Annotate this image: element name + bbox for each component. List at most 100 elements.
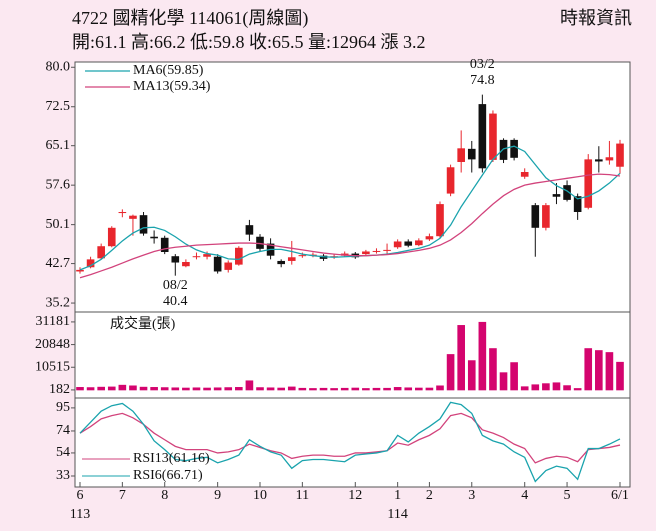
candle-body	[118, 212, 127, 214]
volume-bar	[118, 384, 127, 391]
y-tick-label: 31181	[36, 314, 70, 329]
volume-bar	[616, 361, 624, 391]
volume-bar	[436, 385, 444, 391]
candle-body	[150, 236, 158, 239]
candle-body	[298, 255, 307, 257]
y-tick-label: 42.7	[46, 256, 71, 271]
volume-bar	[287, 386, 296, 391]
y-tick-label: 74	[56, 423, 70, 438]
annotation: 40.4	[163, 294, 188, 309]
candle-body	[573, 196, 582, 212]
volume-bar	[76, 387, 84, 391]
volume-bar	[595, 350, 603, 391]
volume-bar	[182, 387, 190, 391]
candle-body	[160, 237, 169, 252]
title: 4722 國精化學 114061(周線圖)	[72, 8, 308, 29]
candle-body	[235, 247, 243, 265]
legend-label: MA13(59.34)	[133, 79, 211, 94]
volume-bar	[256, 387, 264, 391]
y-tick-label: 20848	[35, 337, 70, 352]
candle-body	[245, 225, 254, 235]
volume-bar	[192, 387, 201, 391]
candle-body	[425, 236, 434, 240]
volume-bar	[499, 372, 508, 391]
volume-bar	[372, 387, 381, 391]
candle-body	[171, 256, 180, 263]
candle-body	[552, 194, 561, 197]
candle-body	[224, 262, 233, 270]
x-tick-label: 12	[348, 488, 362, 503]
candle-body	[446, 167, 455, 194]
volume-bar	[542, 383, 550, 391]
panel-title: 成交量(張)	[110, 315, 176, 332]
candle-body	[393, 241, 402, 248]
y-tick-label: 57.6	[46, 177, 71, 192]
volume-bar	[330, 388, 338, 391]
candle-body	[97, 246, 105, 259]
candle-body	[531, 205, 540, 228]
annotation: 03/2	[470, 57, 495, 72]
candle-body	[584, 159, 593, 208]
x-tick-label: 8	[161, 488, 168, 503]
y-tick-label: 54	[56, 445, 70, 460]
x-tick-label: 9	[214, 488, 221, 503]
volume-bar	[298, 387, 307, 391]
line-series	[79, 145, 621, 271]
x-sub-label: 114	[387, 507, 407, 522]
volume-bar	[203, 387, 211, 391]
volume-bar	[425, 387, 434, 391]
volume-bar	[510, 362, 518, 391]
volume-bar	[457, 325, 465, 391]
x-tick-label: 1	[394, 488, 401, 503]
volume-bar	[266, 387, 275, 391]
x-tick-label: 11	[296, 488, 309, 503]
price-panel	[74, 61, 631, 313]
x-sub-label: 113	[70, 507, 90, 522]
volume-bar	[235, 387, 243, 391]
candle-body	[457, 148, 465, 162]
annotation: 08/2	[163, 278, 188, 293]
y-tick-label: 95	[56, 400, 70, 415]
volume-bar	[478, 321, 487, 391]
volume-bar	[309, 388, 317, 391]
candle-body	[213, 256, 222, 272]
volume-bar	[224, 387, 233, 391]
volume-bar	[605, 352, 614, 391]
y-tick-label: 80.0	[46, 59, 71, 74]
candle-body	[510, 139, 518, 158]
legend-label: MA6(59.85)	[133, 63, 204, 78]
candle-body	[605, 157, 614, 161]
candle-body	[467, 148, 476, 160]
candle-body	[616, 143, 624, 167]
y-tick-label: 35.2	[46, 295, 71, 310]
legend-label: RSI13(61.16)	[133, 451, 210, 466]
y-tick-label: 33	[56, 468, 70, 483]
candle-body	[86, 259, 95, 268]
x-tick-label: 4	[521, 488, 528, 503]
x-tick-label: 10	[253, 488, 267, 503]
line-series	[79, 173, 621, 279]
candle-body	[277, 260, 285, 265]
source: 時報資訊	[560, 8, 632, 28]
x-tick-label: 7	[119, 488, 126, 503]
x-tick-label: 3	[468, 488, 475, 503]
candle-body	[563, 185, 571, 200]
candle-body	[182, 262, 190, 267]
quote: 開:61.1 高:66.2 低:59.8 收:65.5 量:12964 漲 3.…	[72, 32, 426, 52]
x-tick-label: 6/1	[611, 488, 629, 503]
volume-bar	[404, 387, 413, 391]
volume-bar	[213, 387, 222, 391]
volume-bar	[277, 387, 285, 391]
candle-body	[139, 215, 148, 234]
candle-body	[383, 249, 391, 251]
candle-body	[129, 215, 137, 219]
volume-bar	[245, 380, 254, 391]
volume-bar	[351, 387, 360, 391]
volume-bar	[97, 386, 105, 391]
volume-bar	[160, 387, 169, 391]
candle-body	[542, 205, 550, 228]
volume-bar	[531, 384, 540, 391]
annotation: 74.8	[470, 73, 495, 88]
